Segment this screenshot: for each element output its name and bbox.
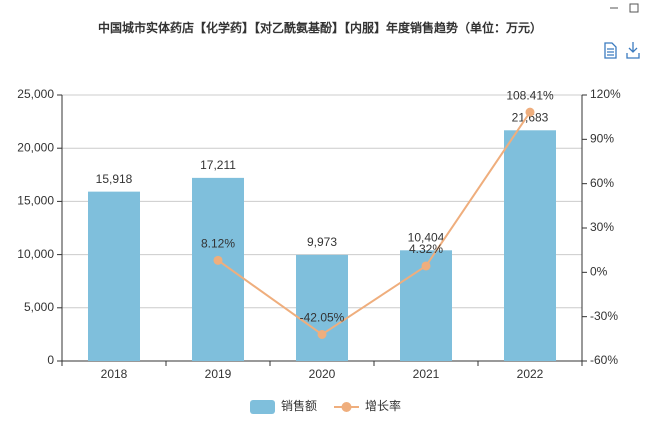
y2-tick-label: 60% — [590, 176, 614, 190]
legend-swatch[interactable] — [250, 400, 275, 414]
line-value-label: 108.41% — [506, 88, 554, 102]
y2-tick-label: 30% — [590, 220, 614, 234]
legend-label[interactable]: 增长率 — [365, 398, 401, 413]
bar-value-label: 10,404 — [408, 230, 445, 244]
y2-tick-label: 90% — [590, 132, 614, 146]
bar — [296, 254, 348, 361]
bar-value-label: 17,211 — [200, 158, 236, 172]
y2-tick-label: -60% — [590, 353, 618, 367]
x-tick-label: 2019 — [205, 367, 232, 381]
x-tick-label: 2018 — [101, 367, 128, 381]
line — [217, 111, 531, 336]
bar — [88, 191, 140, 361]
bar — [192, 177, 244, 361]
data-view-icon[interactable] — [604, 42, 617, 59]
bar-value-label: 15,918 — [96, 172, 133, 186]
x-tick-label: 2022 — [517, 367, 544, 381]
window-controls[interactable] — [610, 3, 639, 13]
y-tick-label: 10,000 — [17, 247, 54, 261]
y-tick-label: 20,000 — [17, 140, 54, 154]
line-point — [317, 329, 327, 339]
y2-tick-label: -30% — [590, 309, 618, 323]
line-value-label: -42.05% — [300, 311, 345, 325]
line-value-label: 8.12% — [201, 237, 235, 251]
y-tick-label: 5,000 — [24, 300, 54, 314]
bar-value-label: 9,973 — [307, 235, 337, 249]
bar-value-label: 21,683 — [512, 110, 549, 124]
maximize-icon[interactable] — [629, 3, 639, 13]
x-tick-label: 2020 — [309, 367, 336, 381]
legend-label[interactable]: 销售额 — [281, 398, 317, 413]
y-tick-label: 15,000 — [17, 194, 54, 208]
y-tick-label: 25,000 — [17, 87, 54, 101]
chart-title: 中国城市实体药店【化学药】【对乙酰氨基酚】【内服】年度销售趋势（单位：万元） — [98, 20, 542, 35]
y2-tick-label: 120% — [590, 87, 621, 101]
line-point — [525, 107, 535, 117]
legend-swatch[interactable] — [341, 402, 352, 412]
line-point — [213, 255, 223, 265]
bar — [504, 130, 556, 361]
line-value-label: 4.32% — [409, 242, 443, 256]
line-point — [421, 261, 431, 271]
x-tick-label: 2021 — [413, 367, 440, 381]
y-tick-label: 0 — [47, 353, 54, 367]
y2-tick-label: 0% — [590, 265, 608, 279]
download-icon[interactable] — [626, 42, 640, 59]
toolbar[interactable] — [604, 42, 640, 59]
